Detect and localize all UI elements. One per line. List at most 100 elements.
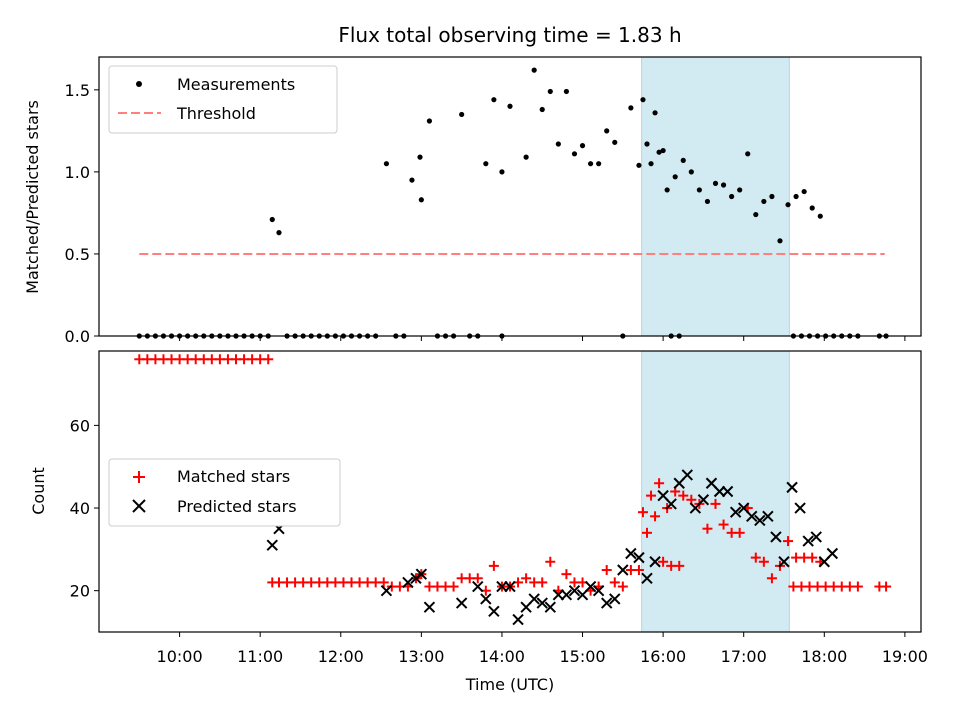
- bottom-legend-box: [108, 458, 341, 527]
- top-y-tick-label: 0.5: [65, 245, 90, 264]
- x-tick-label: 12:00: [318, 647, 364, 666]
- bottom-y-ticks: 20 40 60: [70, 416, 99, 601]
- predicted-star-point: [681, 469, 694, 481]
- predicted-star-point: [649, 556, 661, 568]
- measurement-point: [483, 161, 489, 167]
- predicted-star-point: [762, 510, 774, 523]
- predicted-star-point: [786, 481, 798, 494]
- matched-star-point: [609, 577, 620, 588]
- matched-star-point: [807, 552, 818, 563]
- x-tick-label: 16:00: [640, 647, 686, 666]
- predicted-star-point: [592, 584, 605, 597]
- bottom-shaded-region: [641, 350, 790, 633]
- predicted-star-point: [625, 547, 637, 560]
- matched-star-point: [650, 511, 661, 522]
- measurement-point: [793, 193, 799, 200]
- measurement-point: [587, 161, 594, 167]
- legend-predicted-marker: [132, 499, 146, 513]
- measurement-point: [426, 118, 433, 124]
- predicted-star-point: [512, 613, 524, 626]
- predicted-star-point: [528, 593, 540, 605]
- matched-star-point: [750, 552, 761, 563]
- matched-star-point: [702, 523, 713, 534]
- predicted-star-point: [480, 593, 492, 605]
- measurement-point: [531, 67, 537, 73]
- top-panel: 0.0 0.5 1.0 1.5 Matched/Predicted stars Mea…: [23, 56, 922, 346]
- matched-star-point: [710, 498, 721, 509]
- matched-star-point: [637, 507, 648, 518]
- matched-star-point: [263, 354, 274, 365]
- predicted-star-point: [600, 597, 613, 609]
- predicted-star-point: [560, 589, 573, 601]
- measurement-point: [801, 188, 807, 195]
- bottom-x-ticks: 10:00 11:00 12:00 13:00 14:00 15:00 16:00 17:00…: [157, 632, 928, 666]
- matched-star-point: [654, 478, 665, 489]
- top-markers: [136, 67, 889, 339]
- matched-star-point: [537, 577, 548, 588]
- top-y-tick-label: 0.0: [65, 327, 90, 346]
- measurement-point: [817, 213, 823, 219]
- legend-matched-marker: [133, 471, 145, 483]
- matched-star-point: [633, 565, 644, 576]
- measurement-point: [712, 180, 719, 186]
- predicted-star-point: [536, 597, 548, 609]
- predicted-star-point: [746, 510, 758, 523]
- bottom-markers: [134, 354, 892, 626]
- matched-star-point: [601, 565, 612, 576]
- predicted-star-point: [633, 551, 645, 564]
- measurement-point: [409, 177, 415, 183]
- x-tick-label: 11:00: [237, 647, 283, 666]
- measurement-point: [809, 205, 815, 211]
- measurement-point: [777, 238, 783, 244]
- predicted-star-point: [415, 568, 428, 580]
- bottom-y-tick-label: 20: [70, 582, 90, 601]
- top-y-tick-label: 1.0: [65, 163, 90, 182]
- matched-star-point: [674, 560, 685, 571]
- measurement-point: [729, 193, 735, 200]
- predicted-star-point: [802, 535, 814, 547]
- measurement-point: [680, 157, 686, 163]
- top-y-axis-title: Matched/Predicted stars: [23, 100, 42, 294]
- measurement-point: [696, 187, 702, 193]
- measurement-point: [604, 128, 610, 134]
- legend-measurements-label: Measurements: [177, 75, 295, 94]
- predicted-star-point: [472, 580, 484, 593]
- predicted-star-point: [455, 597, 468, 609]
- measurement-point: [417, 154, 423, 160]
- legend-matched-label: Matched stars: [177, 467, 290, 486]
- measurement-point: [745, 151, 751, 157]
- legend-predicted-label: Predicted stars: [177, 497, 297, 516]
- measurement-point: [547, 88, 553, 95]
- matched-star-point: [378, 577, 389, 588]
- matched-star-point: [488, 560, 499, 571]
- chart-title: Flux total observing time = 1.83 h: [338, 23, 681, 47]
- predicted-star-point: [568, 584, 581, 597]
- predicted-star-point: [423, 601, 436, 613]
- x-tick-label: 10:00: [157, 647, 203, 666]
- predicted-star-point: [794, 502, 806, 514]
- measurement-point: [563, 88, 570, 95]
- predicted-star-point: [729, 506, 742, 518]
- measurement-point: [269, 216, 275, 223]
- matched-star-point: [561, 569, 572, 580]
- matched-star-point: [521, 573, 532, 584]
- measurement-point: [664, 187, 670, 193]
- measurement-point: [652, 110, 658, 116]
- predicted-star-point: [754, 514, 766, 527]
- measurement-point: [539, 106, 545, 113]
- measurement-point: [636, 162, 642, 168]
- measurement-point: [640, 97, 646, 103]
- measurement-point: [491, 97, 497, 103]
- predicted-star-point: [504, 580, 516, 593]
- bottom-y-axis-title: Count: [29, 467, 48, 515]
- bottom-y-tick-label: 40: [70, 499, 90, 518]
- matched-star-point: [617, 581, 628, 592]
- x-tick-label: 18:00: [801, 647, 847, 666]
- predicted-star-point: [488, 605, 500, 618]
- matched-star-point: [642, 527, 652, 538]
- top-legend-box: [108, 65, 338, 134]
- measurement-point: [644, 141, 650, 147]
- predicted-star-point: [665, 498, 677, 510]
- measurement-point: [688, 169, 694, 175]
